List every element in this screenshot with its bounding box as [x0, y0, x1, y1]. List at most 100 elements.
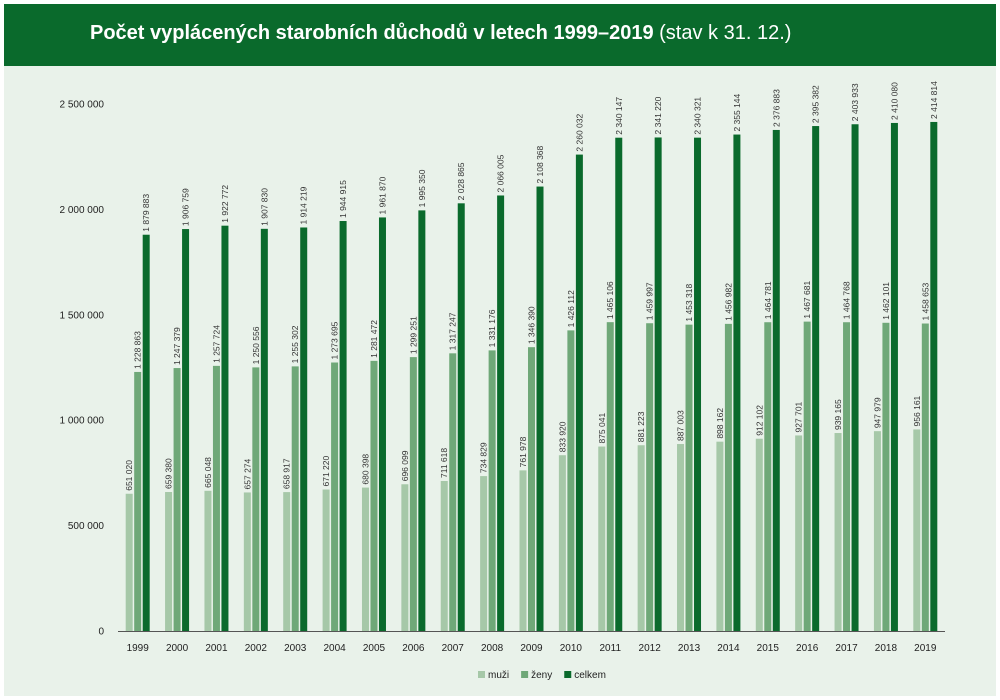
bar-muži-2000: [165, 492, 173, 631]
bar-celkem-2016: [812, 126, 820, 632]
y-tick-label: 1 000 000: [60, 416, 105, 427]
data-label-celkem-2016: 2 395 382: [811, 85, 821, 123]
chart-title-main: Počet vyplácených starobních důchodů v l…: [90, 22, 654, 44]
bar-celkem-2000: [182, 229, 190, 631]
bar-ženy-2005: [370, 360, 378, 631]
x-tick-label: 2010: [560, 643, 583, 654]
bar-celkem-2002: [260, 228, 268, 631]
x-tick-label: 2009: [520, 643, 543, 654]
bar-ženy-2018: [882, 322, 890, 631]
data-label-muži-2003: 658 917: [282, 458, 292, 489]
data-label-celkem-2009: 2 108 368: [535, 145, 545, 183]
bar-ženy-2001: [212, 365, 220, 631]
y-tick-label: 500 000: [68, 521, 105, 532]
data-label-celkem-2004: 1 944 915: [338, 180, 348, 218]
data-label-ženy-2005: 1 281 472: [369, 320, 379, 358]
data-label-celkem-2010: 2 260 032: [574, 113, 584, 151]
data-label-ženy-2014: 1 456 982: [723, 283, 733, 321]
bar-ženy-2004: [331, 362, 339, 631]
legend-swatch-celkem: [564, 671, 572, 678]
bar-data-labels: 651 020 1 228 863 1 879 883 659 380 1 247 37…: [124, 81, 939, 491]
bar-muži-2003: [283, 492, 291, 631]
data-label-muži-2018: 947 979: [872, 397, 882, 428]
data-label-muži-2009: 761 978: [518, 436, 528, 467]
data-label-muži-2013: 887 003: [676, 410, 686, 441]
bar-muži-2012: [637, 445, 645, 631]
data-label-celkem-2017: 2 403 933: [850, 83, 860, 121]
bar-celkem-2006: [418, 210, 426, 631]
bar-ženy-1999: [134, 371, 142, 631]
bar-ženy-2011: [606, 322, 614, 631]
data-label-muži-2011: 875 041: [597, 413, 607, 444]
bars: [125, 121, 938, 632]
bar-ženy-2016: [803, 321, 811, 631]
data-label-ženy-2003: 1 255 302: [290, 325, 300, 363]
data-label-ženy-2006: 1 299 251: [408, 316, 418, 354]
bar-muži-2010: [558, 455, 566, 631]
x-tick-label: 2000: [166, 643, 189, 654]
x-tick-label: 2015: [757, 643, 780, 654]
legend: muži ženy celkem: [478, 670, 606, 681]
bar-ženy-2017: [843, 322, 851, 631]
data-label-muži-2005: 680 398: [360, 454, 370, 485]
y-axis: 0 500 000 1 000 000 1 500 000 2 000 000 2 500…: [60, 100, 105, 638]
data-label-ženy-2001: 1 257 724: [211, 325, 221, 363]
data-label-muži-2006: 696 099: [400, 450, 410, 481]
data-label-ženy-2002: 1 250 556: [251, 326, 261, 364]
data-label-muži-2015: 912 102: [754, 405, 764, 436]
data-label-muži-2002: 657 274: [242, 458, 252, 489]
bar-celkem-2004: [339, 221, 347, 632]
data-label-muži-2019: 956 161: [912, 395, 922, 426]
data-label-celkem-2008: 2 066 005: [496, 154, 506, 192]
x-tick-label: 2019: [914, 643, 937, 654]
data-label-muži-2008: 734 829: [479, 442, 489, 473]
x-axis: 1999 2000 2001 2002 2003 2004 2005 2006 2007 2008…: [118, 631, 945, 654]
data-label-celkem-2015: 2 376 883: [771, 89, 781, 127]
bar-ženy-2000: [173, 368, 181, 631]
bar-ženy-2008: [488, 350, 496, 631]
x-tick-label: 2002: [245, 643, 268, 654]
bar-muži-2007: [440, 480, 448, 631]
x-tick-label: 2003: [284, 643, 307, 654]
bar-muži-2009: [519, 470, 527, 631]
data-label-celkem-2007: 2 028 865: [456, 162, 466, 200]
data-label-muži-2000: 659 380: [164, 458, 174, 489]
bar-ženy-2007: [449, 353, 457, 631]
x-tick-label: 2017: [835, 643, 858, 654]
y-tick-label: 2 500 000: [60, 100, 105, 111]
bar-ženy-2006: [409, 357, 417, 631]
data-label-celkem-2019: 2 414 814: [929, 81, 939, 119]
bar-celkem-2009: [536, 186, 544, 631]
bar-ženy-2002: [252, 367, 260, 631]
data-label-ženy-2015: 1 464 781: [763, 281, 773, 319]
data-label-ženy-2007: 1 317 247: [448, 312, 458, 350]
data-label-celkem-2013: 2 340 321: [693, 97, 703, 135]
data-label-celkem-2001: 1 922 772: [220, 185, 230, 223]
bar-muži-2002: [243, 492, 251, 631]
x-tick-label: 2012: [639, 643, 662, 654]
data-label-celkem-2014: 2 355 144: [732, 93, 742, 131]
data-label-ženy-2011: 1 465 106: [605, 281, 615, 319]
y-tick-label: 2 000 000: [60, 205, 105, 216]
data-label-ženy-2010: 1 426 112: [566, 290, 576, 327]
bar-muži-2018: [873, 431, 881, 631]
x-tick-label: 2006: [402, 643, 425, 654]
bar-muži-2015: [755, 438, 763, 631]
data-label-muži-2012: 881 223: [636, 411, 646, 442]
bar-celkem-2011: [615, 137, 623, 631]
legend-swatch-ženy: [521, 671, 529, 678]
data-label-ženy-2013: 1 453 318: [684, 284, 694, 322]
x-tick-label: 1999: [127, 643, 150, 654]
bar-celkem-1999: [142, 234, 150, 632]
bar-muži-2013: [677, 444, 685, 631]
data-label-ženy-2012: 1 459 997: [645, 282, 655, 320]
bar-muži-2014: [716, 441, 724, 631]
chart-header: Počet vyplácených starobních důchodů v l…: [4, 4, 996, 66]
x-tick-label: 2008: [481, 643, 504, 654]
bar-muži-2008: [480, 476, 488, 631]
chart-title: Počet vyplácených starobních důchodů v l…: [90, 22, 791, 45]
bar-muži-2006: [401, 484, 409, 631]
data-label-ženy-2019: 1 458 653: [920, 282, 930, 320]
data-label-celkem-2018: 2 410 080: [889, 82, 899, 120]
bar-ženy-2009: [528, 347, 535, 631]
